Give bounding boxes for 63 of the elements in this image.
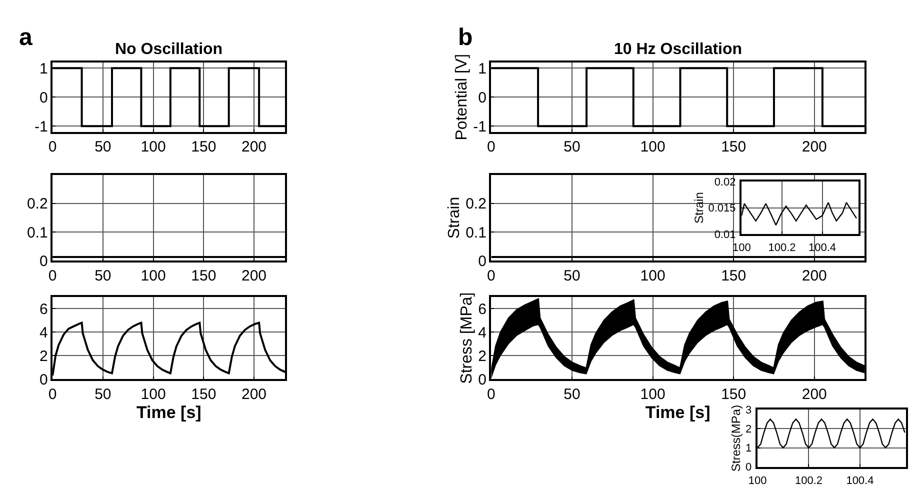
x-axis-title: Time [s] [645,402,710,422]
y-tick-label: 0.2 [26,196,48,213]
x-tick-label: 100.2 [794,474,823,487]
x-tick-label: 200 [802,386,827,403]
x-tick-label: 200 [802,138,827,156]
y-axis-title: Strain [692,192,706,224]
y-tick-label: 0.1 [466,224,486,242]
y-tick-label: 0 [39,371,48,388]
y-tick-label: 2 [39,348,48,365]
y-axis-title: Stress(MPa) [729,404,744,472]
y-tick-label: 0 [478,89,486,106]
x-tick-label: 150 [721,138,746,156]
x-tick-label: 150 [721,267,746,284]
y-tick-label: 0.1 [26,224,48,242]
chart-title: No Oscillation [115,41,223,58]
y-tick-label: 1 [478,60,486,78]
x-tick-label: 200 [242,138,267,156]
x-tick-label: 50 [94,267,112,284]
y-tick-label: 0 [745,462,752,474]
x-tick-label: 100 [748,474,767,487]
y-tick-label: 0.2 [466,196,486,213]
x-tick-label: 100 [140,267,166,284]
y-tick-label: 2 [478,348,486,365]
x-tick-label: 50 [564,138,580,156]
chart-title: 10 Hz Oscillation [614,41,742,58]
y-tick-label: 1 [745,442,752,455]
x-tick-label: 150 [721,386,746,403]
x-tick-label: 50 [564,267,580,284]
x-tick-label: 200 [802,267,827,284]
x-tick-label: 100 [640,138,666,156]
x-tick-label: 100 [640,267,666,284]
x-tick-label: 100.4 [846,474,874,487]
x-tick-label: 50 [564,386,580,403]
y-tick-label: 0 [39,252,48,270]
y-axis-title: Strain [446,196,463,239]
x-tick-label: 100 [140,386,166,403]
y-tick-label: 6 [39,300,48,318]
x-tick-label: 150 [191,386,216,403]
y-tick-label: -1 [34,118,48,136]
y-tick-label: 4 [39,324,48,342]
x-tick-label: 100.2 [768,242,796,254]
y-tick-label: 2 [745,424,752,436]
text: a [19,24,33,51]
y-tick-label: 4 [478,324,486,342]
x-tick-label: 100 [640,386,666,403]
y-tick-label: 0 [478,252,486,270]
y-axis-title: Stress [MPa] [458,292,476,384]
x-tick-label: 100 [140,138,166,156]
x-tick-label: 200 [242,386,267,403]
y-tick-label: 0 [478,371,486,388]
x-tick-label: 150 [191,267,216,284]
x-tick-label: 50 [94,138,112,156]
y-tick-label: -1 [473,118,486,136]
x-tick-label: 50 [94,386,112,403]
x-axis-title: Time [s] [136,402,202,422]
x-tick-label: 200 [242,267,267,284]
y-tick-label: 3 [745,404,752,416]
y-tick-label: 0 [39,89,48,106]
text: b [458,24,473,51]
x-tick-label: 150 [191,138,216,156]
y-axis-title: Potential [V] [453,54,470,140]
y-tick-label: 6 [478,300,486,318]
y-tick-label: 1 [39,60,48,78]
